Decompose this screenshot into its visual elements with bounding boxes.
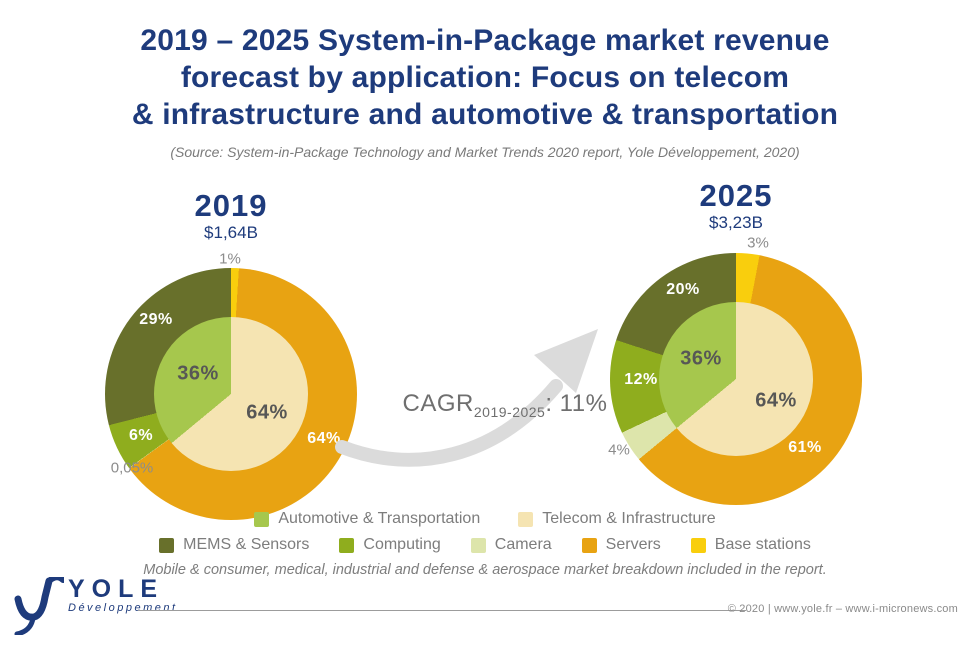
label-2025-base-stations: 3% [747, 234, 769, 252]
label-2025-camera: 4% [608, 441, 630, 459]
chart-2019-year: 2019 [194, 188, 268, 223]
chart-2025-year: 2025 [699, 178, 773, 213]
computing-swatch-icon [339, 537, 355, 553]
title-line-3: & infrastructure and automotive & transp… [131, 98, 839, 131]
label-2019-automotive: 36% [177, 362, 219, 385]
label-2025-telecom: 64% [755, 389, 797, 412]
title-line-1: 2019 – 2025 System-in-Package market rev… [140, 24, 830, 57]
label-2019-servers: 64% [307, 430, 341, 447]
cagr-subscript: 2019-2025 [473, 403, 546, 420]
footnote: Mobile & consumer, medical, industrial a… [143, 562, 827, 578]
label-2019-mems: 29% [139, 311, 173, 328]
camera-swatch-icon [470, 537, 486, 553]
copyright-text: © 2020 | www.yole.fr – www.i-micronews.c… [727, 603, 958, 615]
chart-2025-total: $3,23B [709, 213, 763, 232]
legend-label: Base stations [714, 536, 811, 553]
label-2019-camera: 0,05% [110, 459, 154, 477]
label-2025-servers: 61% [788, 439, 822, 456]
base-stations-swatch-icon [690, 537, 706, 553]
yole-logo-swoosh-icon [14, 577, 64, 635]
legend-label: Camera [494, 536, 552, 553]
legend-row-2: MEMS & Sensors Computing Camera Servers … [0, 536, 970, 554]
donut-2025-inner-pie [659, 302, 813, 456]
legend-row-1: Automotive & Transportation Telecom & In… [0, 510, 970, 528]
legend-item-servers: Servers [581, 536, 661, 554]
legend-item-automotive: Automotive & Transportation [254, 510, 480, 528]
legend-label: Automotive & Transportation [278, 510, 481, 527]
donut-chart-2019: 1% 29% 36% 64% 6% 0,05% 64% [105, 251, 357, 520]
cagr-annotation: CAGR2019-2025: 11% [385, 390, 625, 420]
legend-label: Computing [363, 536, 441, 553]
label-2025-automotive: 36% [680, 347, 722, 370]
donut-chart-2025: 3% 20% 12% 36% 64% 4% 61% [608, 235, 862, 505]
mems-swatch-icon [159, 537, 175, 553]
legend-item-computing: Computing [339, 536, 441, 554]
chart-2019-total: $1,64B [204, 223, 258, 242]
label-2019-base-stations: 1% [219, 250, 241, 268]
label-2019-telecom: 64% [246, 401, 288, 424]
donut-2019-inner-pie [154, 317, 308, 471]
yole-logo: YOLE Développement [12, 577, 178, 635]
growth-arrow-icon [335, 329, 598, 467]
legend-item-camera: Camera [470, 536, 552, 554]
yole-logo-text: YOLE Développement [68, 575, 178, 615]
label-2025-mems: 20% [666, 281, 700, 298]
footer: YOLE Développement © 2020 | www.yole.fr … [0, 577, 970, 639]
label-2019-computing: 6% [128, 427, 154, 444]
legend-item-base-stations: Base stations [690, 536, 811, 554]
legend-item-telecom: Telecom & Infrastructure [518, 510, 716, 528]
telecom-swatch-icon [518, 511, 534, 527]
label-2025-computing: 12% [624, 371, 658, 388]
legend-label: Telecom & Infrastructure [542, 510, 716, 527]
legend-item-mems: MEMS & Sensors [159, 536, 309, 554]
logo-name: YOLE [68, 575, 165, 603]
cagr-value: : 11% [545, 390, 608, 417]
logo-subtitle: Développement [68, 602, 178, 614]
chart-2025-heading: 2025 $3,23B [610, 178, 862, 233]
title-line-2: forecast by application: Focus on teleco… [180, 61, 790, 94]
source-note: (Source: System-in-Package Technology an… [170, 144, 800, 160]
legend-label: Servers [605, 536, 661, 553]
chart-2019-heading: 2019 $1,64B [105, 188, 357, 243]
footer-divider [138, 610, 746, 611]
servers-swatch-icon [581, 537, 597, 553]
legend-label: MEMS & Sensors [183, 536, 310, 553]
automotive-swatch-icon [254, 511, 270, 527]
page-title: 2019 – 2025 System-in-Package market rev… [0, 22, 970, 133]
cagr-prefix: CAGR [402, 390, 474, 417]
